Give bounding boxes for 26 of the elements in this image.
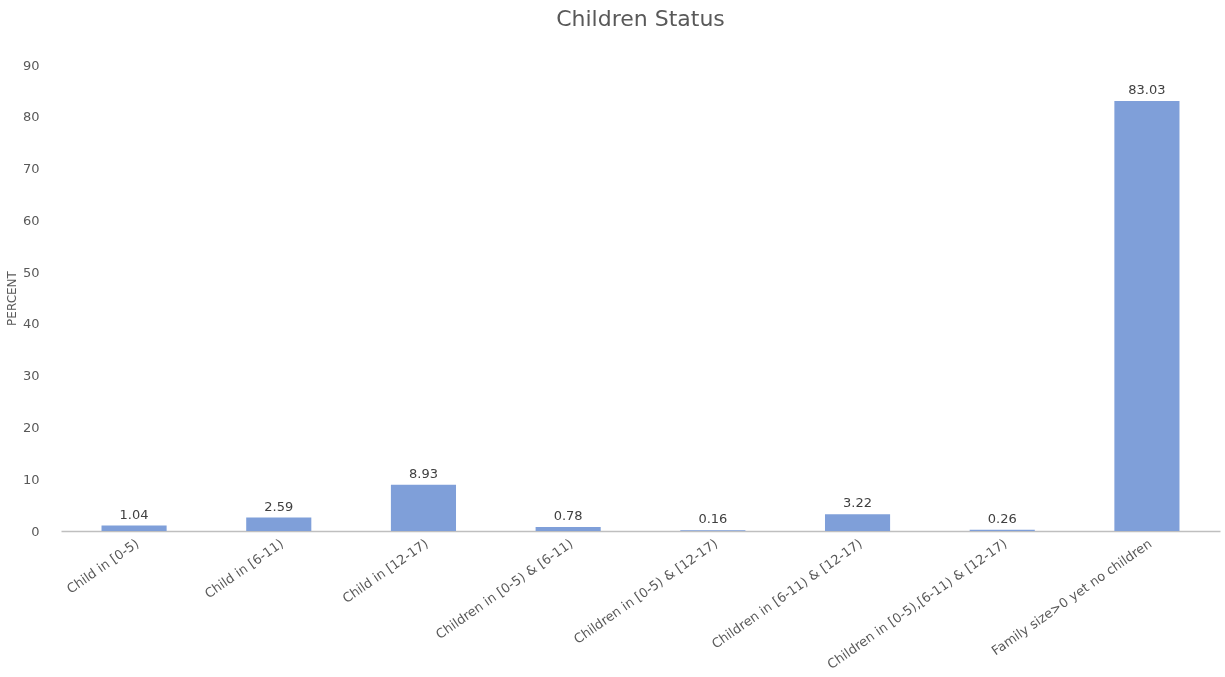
bar: [824, 514, 891, 531]
y-tick-label: 50: [22, 264, 40, 280]
data-label: 0.78: [553, 507, 583, 523]
bar: [101, 525, 167, 531]
data-label: 1.04: [119, 506, 149, 522]
data-label: 3.22: [843, 495, 873, 511]
y-tick-label: 60: [22, 212, 40, 228]
y-tick-label: 0: [31, 523, 40, 539]
y-tick-label: 80: [22, 109, 40, 125]
bar: [1114, 101, 1180, 531]
data-label: 2.59: [264, 498, 294, 514]
chart-title: Children Status: [556, 6, 725, 31]
data-label: 0.26: [987, 510, 1017, 526]
y-tick-label: 10: [22, 471, 40, 487]
data-label: 8.93: [408, 465, 438, 481]
y-tick-label: 20: [22, 419, 40, 435]
y-tick-label: 30: [22, 368, 40, 384]
data-label: 83.03: [1128, 82, 1166, 98]
y-axis-title: PERCENT: [4, 270, 19, 326]
y-tick-label: 70: [22, 161, 40, 177]
data-label: 0.16: [698, 511, 728, 527]
bar: [246, 517, 312, 531]
y-tick-label: 90: [22, 57, 40, 73]
bar: [535, 526, 601, 531]
y-tick-label: 40: [22, 316, 40, 332]
bar: [390, 484, 457, 531]
